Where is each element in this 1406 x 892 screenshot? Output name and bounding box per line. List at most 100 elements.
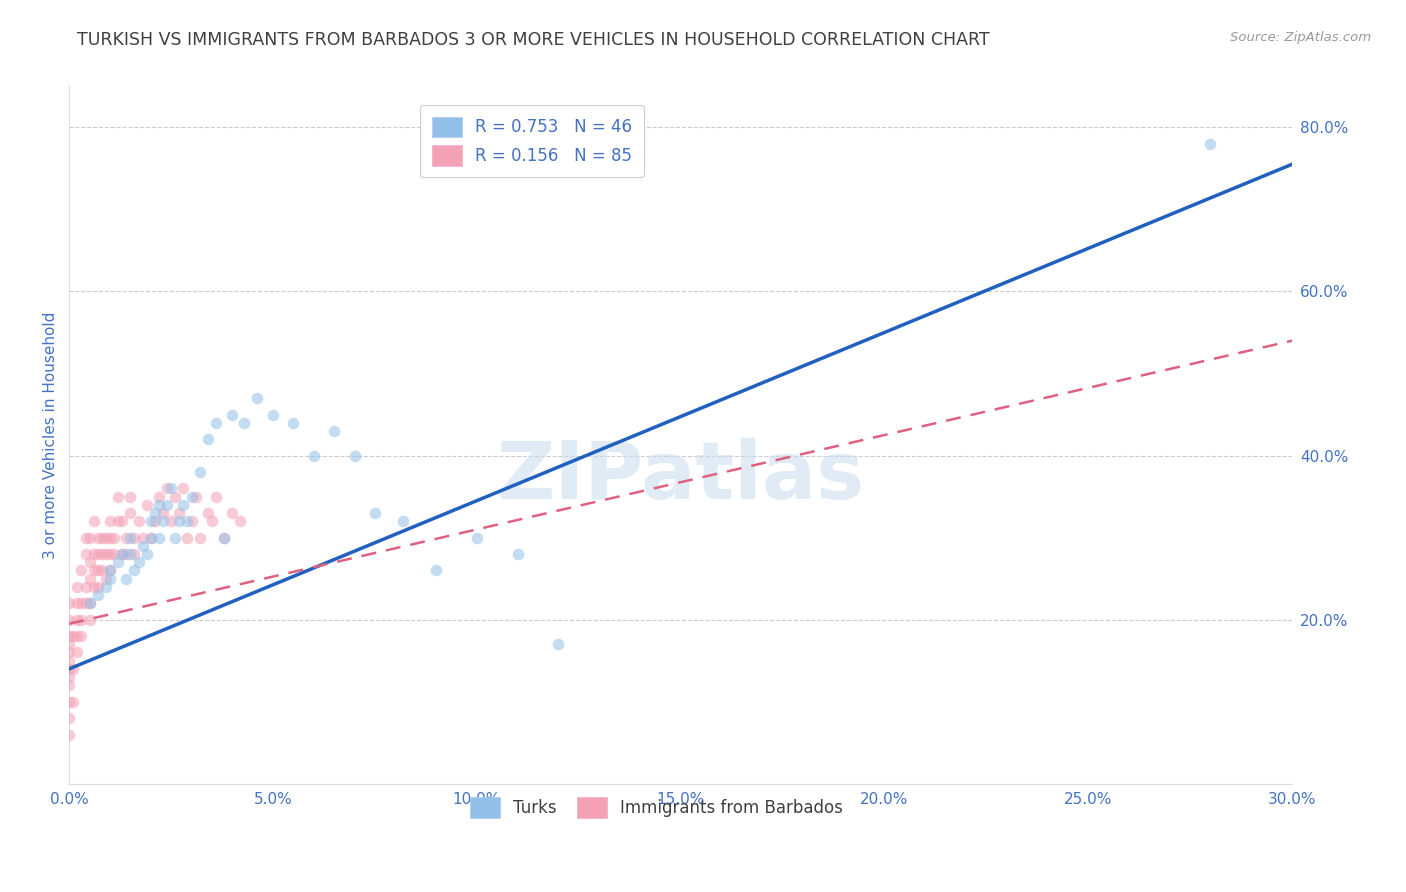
Point — [188, 465, 211, 479]
Text: TURKISH VS IMMIGRANTS FROM BARBADOS 3 OR MORE VEHICLES IN HOUSEHOLD CORRELATION : TURKISH VS IMMIGRANTS FROM BARBADOS 3 OR… — [77, 31, 990, 49]
Point — [131, 531, 153, 545]
Point — [283, 416, 305, 430]
Point — [98, 563, 121, 577]
Point — [83, 580, 105, 594]
Point — [111, 514, 134, 528]
Point — [79, 596, 101, 610]
Point — [70, 629, 93, 643]
Point — [87, 563, 110, 577]
Point — [62, 695, 84, 709]
Point — [120, 506, 142, 520]
Point — [212, 531, 235, 545]
Point — [343, 449, 366, 463]
Point — [143, 514, 166, 528]
Point — [128, 555, 150, 569]
Point — [148, 498, 170, 512]
Point — [131, 539, 153, 553]
Point — [111, 547, 134, 561]
Point — [229, 514, 252, 528]
Point — [75, 547, 97, 561]
Point — [246, 391, 269, 405]
Point — [103, 547, 125, 561]
Point — [152, 514, 174, 528]
Point — [98, 563, 121, 577]
Point — [94, 531, 117, 545]
Point — [107, 490, 129, 504]
Point — [188, 531, 211, 545]
Point — [98, 514, 121, 528]
Point — [79, 613, 101, 627]
Point — [62, 662, 84, 676]
Point — [66, 629, 89, 643]
Point — [135, 498, 157, 512]
Point — [172, 482, 194, 496]
Point — [70, 563, 93, 577]
Point — [364, 506, 387, 520]
Point — [90, 563, 112, 577]
Point — [58, 727, 80, 741]
Point — [79, 555, 101, 569]
Point — [62, 629, 84, 643]
Point — [323, 424, 346, 438]
Point — [205, 416, 228, 430]
Point — [465, 531, 488, 545]
Point — [262, 408, 284, 422]
Point — [58, 613, 80, 627]
Point — [79, 531, 101, 545]
Point — [139, 531, 162, 545]
Point — [120, 531, 142, 545]
Point — [169, 514, 191, 528]
Point — [547, 637, 569, 651]
Point — [124, 531, 146, 545]
Point — [160, 514, 183, 528]
Point — [75, 580, 97, 594]
Point — [58, 596, 80, 610]
Point — [176, 531, 198, 545]
Point — [83, 514, 105, 528]
Point — [139, 514, 162, 528]
Point — [205, 490, 228, 504]
Point — [233, 416, 256, 430]
Point — [115, 547, 138, 561]
Point — [94, 547, 117, 561]
Point — [87, 588, 110, 602]
Point — [90, 531, 112, 545]
Point — [184, 490, 207, 504]
Point — [58, 629, 80, 643]
Point — [392, 514, 415, 528]
Point — [107, 514, 129, 528]
Point — [66, 645, 89, 659]
Text: ZIPatlas: ZIPatlas — [496, 438, 865, 516]
Point — [221, 408, 243, 422]
Point — [115, 531, 138, 545]
Point — [221, 506, 243, 520]
Point — [107, 555, 129, 569]
Point — [58, 662, 80, 676]
Point — [58, 678, 80, 692]
Point — [156, 482, 179, 496]
Point — [75, 596, 97, 610]
Legend: Turks, Immigrants from Barbados: Turks, Immigrants from Barbados — [463, 790, 849, 824]
Point — [70, 613, 93, 627]
Point — [124, 563, 146, 577]
Point — [1199, 136, 1222, 151]
Point — [58, 637, 80, 651]
Point — [79, 572, 101, 586]
Point — [98, 547, 121, 561]
Point — [87, 580, 110, 594]
Point — [165, 490, 187, 504]
Point — [160, 482, 183, 496]
Point — [70, 596, 93, 610]
Point — [152, 506, 174, 520]
Text: Source: ZipAtlas.com: Source: ZipAtlas.com — [1230, 31, 1371, 45]
Point — [506, 547, 529, 561]
Point — [111, 547, 134, 561]
Point — [87, 547, 110, 561]
Y-axis label: 3 or more Vehicles in Household: 3 or more Vehicles in Household — [44, 311, 58, 558]
Point — [143, 506, 166, 520]
Point — [58, 670, 80, 684]
Point — [58, 711, 80, 725]
Point — [172, 498, 194, 512]
Point — [148, 531, 170, 545]
Point — [148, 490, 170, 504]
